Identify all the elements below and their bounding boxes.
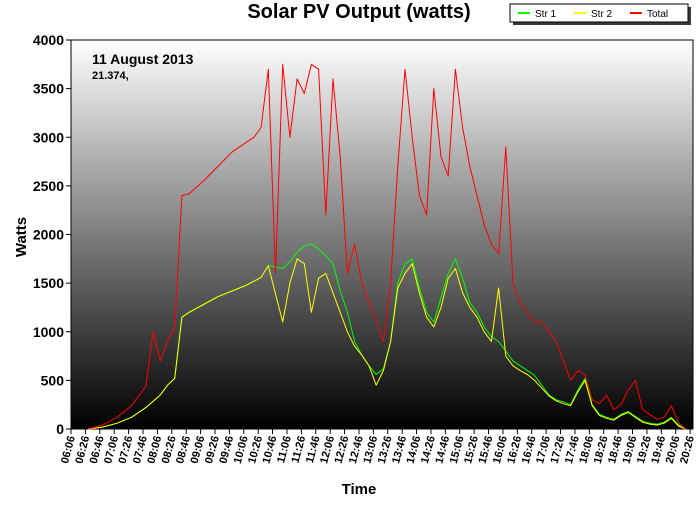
legend-items: Str 1 Str 2 Total <box>518 9 668 20</box>
legend-label: Str 1 <box>535 9 557 20</box>
y-tick-label: 500 <box>41 372 65 388</box>
x-axis-label: Time <box>342 481 377 498</box>
y-tick-label: 0 <box>56 421 64 437</box>
chart-title: Solar PV Output (watts) <box>247 1 470 23</box>
legend: Str 1 Str 2 Total <box>509 3 691 25</box>
y-tick-label: 2500 <box>33 178 64 194</box>
legend-label: Str 2 <box>591 9 613 20</box>
y-tick-label: 4000 <box>33 32 64 48</box>
legend-box <box>509 3 689 23</box>
y-tick-label: 3000 <box>33 129 64 145</box>
series-lines <box>88 63 687 430</box>
plot-area <box>70 39 694 430</box>
legend-label: Total <box>647 9 668 20</box>
y-tick-label: 1500 <box>33 275 64 291</box>
energy-total-label: 21.374, <box>92 70 129 82</box>
y-tick-label: 2000 <box>33 227 64 243</box>
y-axis-label: Watts <box>13 217 30 257</box>
date-label: 11 August 2013 <box>92 51 194 67</box>
y-tick-label: 1000 <box>33 324 64 340</box>
series-line-total <box>88 63 687 430</box>
series-line-str-2 <box>88 258 686 430</box>
y-axis: 0 500 1000 1500 2000 2500 3000 3500 4000 <box>33 32 71 437</box>
y-tick-label: 3500 <box>33 81 64 97</box>
